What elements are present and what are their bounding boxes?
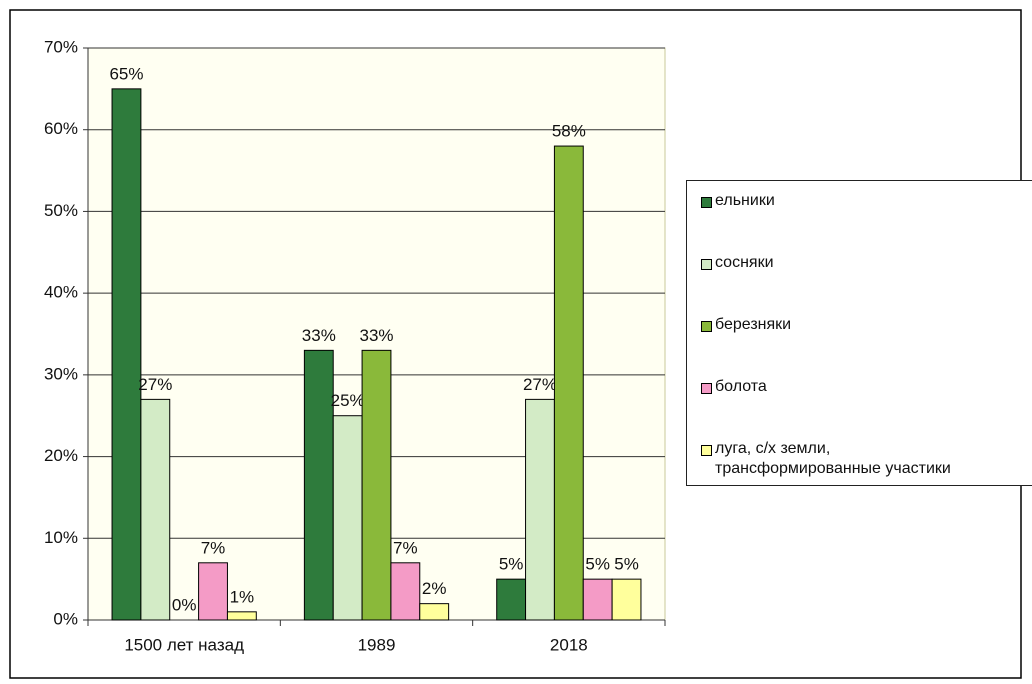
legend-swatch xyxy=(701,383,712,394)
legend-item: березняки xyxy=(701,316,1032,379)
bar xyxy=(332,415,363,621)
y-tick-label: 50% xyxy=(44,201,78,220)
y-tick-label: 0% xyxy=(53,609,78,628)
bar xyxy=(553,145,584,621)
data-label: 0% xyxy=(172,595,197,614)
legend: ельники сосняки березняки болота луга, с/х з… xyxy=(686,180,1032,486)
data-label: 5% xyxy=(499,555,524,574)
legend-label: луга, с/х земли, трансформированные учас… xyxy=(715,440,951,477)
y-tick-label: 40% xyxy=(44,283,78,302)
legend-swatch xyxy=(701,445,712,456)
data-label: 33% xyxy=(302,326,336,345)
legend-item: ельники xyxy=(701,192,1032,255)
bar xyxy=(111,88,142,621)
y-tick-label: 20% xyxy=(44,446,78,465)
data-label: 5% xyxy=(585,555,610,574)
bar xyxy=(582,578,613,621)
data-label: 65% xyxy=(109,64,143,83)
bar xyxy=(303,349,334,621)
bar xyxy=(419,603,450,621)
y-tick-label: 60% xyxy=(44,119,78,138)
data-label: 27% xyxy=(138,375,172,394)
data-label: 5% xyxy=(614,555,639,574)
x-tick-label: 1989 xyxy=(358,635,396,654)
bar xyxy=(198,562,228,621)
legend-label: болота xyxy=(715,378,767,395)
bar xyxy=(390,562,421,621)
y-tick-label: 10% xyxy=(44,528,78,547)
bar xyxy=(140,398,171,621)
x-tick-label: 1500 лет назад xyxy=(124,635,244,654)
legend-swatch xyxy=(701,321,712,332)
y-tick-label: 70% xyxy=(44,37,78,56)
bar xyxy=(611,578,642,621)
data-label: 25% xyxy=(331,391,365,410)
data-label: 7% xyxy=(393,538,418,557)
bar xyxy=(525,398,555,621)
y-tick-label: 30% xyxy=(44,364,78,383)
legend-swatch xyxy=(701,197,712,208)
x-tick-label: 2018 xyxy=(550,635,588,654)
bar xyxy=(226,611,257,621)
legend-item: болота xyxy=(701,378,1032,441)
legend-swatch xyxy=(701,259,712,270)
legend-label: сосняки xyxy=(715,254,774,271)
data-label: 7% xyxy=(201,538,226,557)
data-label: 33% xyxy=(359,326,393,345)
legend-item: луга, с/х земли, трансформированные учас… xyxy=(701,440,1032,503)
data-label: 27% xyxy=(523,375,557,394)
legend-label: ельники xyxy=(715,192,775,209)
bar xyxy=(496,578,527,621)
bar xyxy=(361,349,392,621)
data-label: 2% xyxy=(422,579,447,598)
legend-label: березняки xyxy=(715,316,792,333)
data-label: 1% xyxy=(230,587,255,606)
legend-item: сосняки xyxy=(701,254,1032,317)
data-label: 58% xyxy=(552,122,586,141)
